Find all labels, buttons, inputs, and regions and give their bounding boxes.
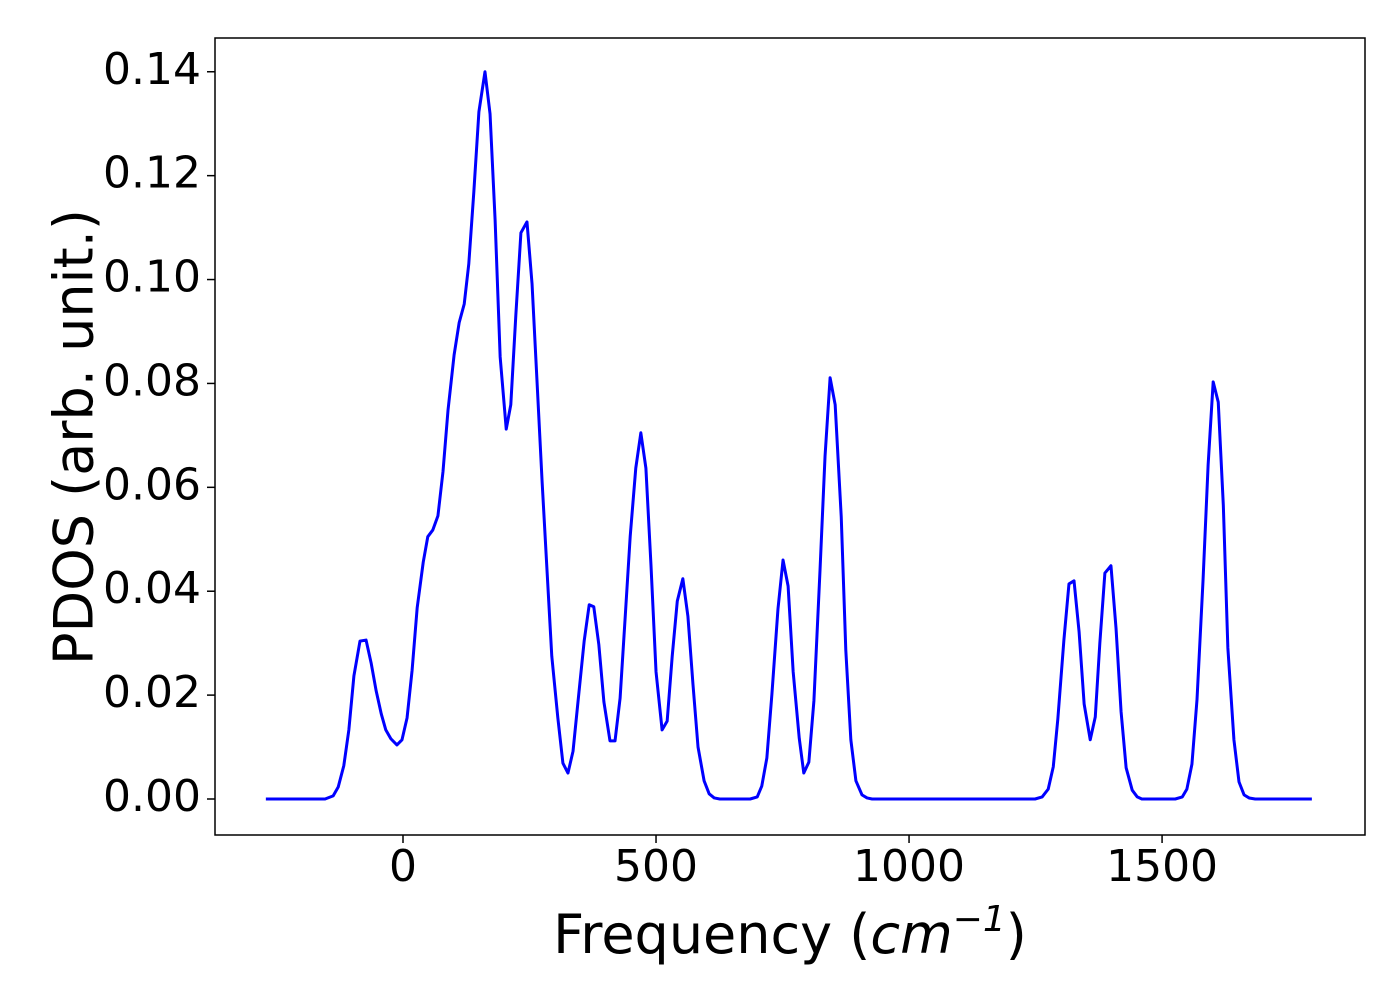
y-axis-label: PDOS (arb. unit.)	[43, 209, 106, 665]
y-tick-label: 0.04	[103, 563, 201, 614]
x-axis-label: Frequency (cm−1)	[553, 899, 1027, 966]
x-tick-label: 500	[614, 841, 698, 892]
x-axis-label-unit: cm	[870, 903, 952, 966]
x-tick-label: 1500	[1106, 841, 1218, 892]
y-tick-label: 0.00	[103, 771, 201, 822]
x-axis-label-exponent: −1	[953, 899, 1006, 940]
y-tick-label: 0.14	[103, 44, 201, 95]
y-tick-label: 0.08	[103, 355, 201, 406]
x-tick-label: 0	[389, 841, 417, 892]
y-tick-label: 0.12	[103, 148, 201, 199]
y-tick-label: 0.06	[103, 459, 201, 510]
y-tick-label: 0.02	[103, 667, 201, 718]
y-tick-label: 0.10	[103, 252, 201, 303]
x-tick-label: 1000	[853, 841, 965, 892]
x-axis-label-text: Frequency (	[553, 903, 870, 966]
data-line	[265, 70, 1312, 801]
x-axis-label-close: )	[1006, 903, 1027, 966]
plot-frame	[214, 37, 1366, 836]
